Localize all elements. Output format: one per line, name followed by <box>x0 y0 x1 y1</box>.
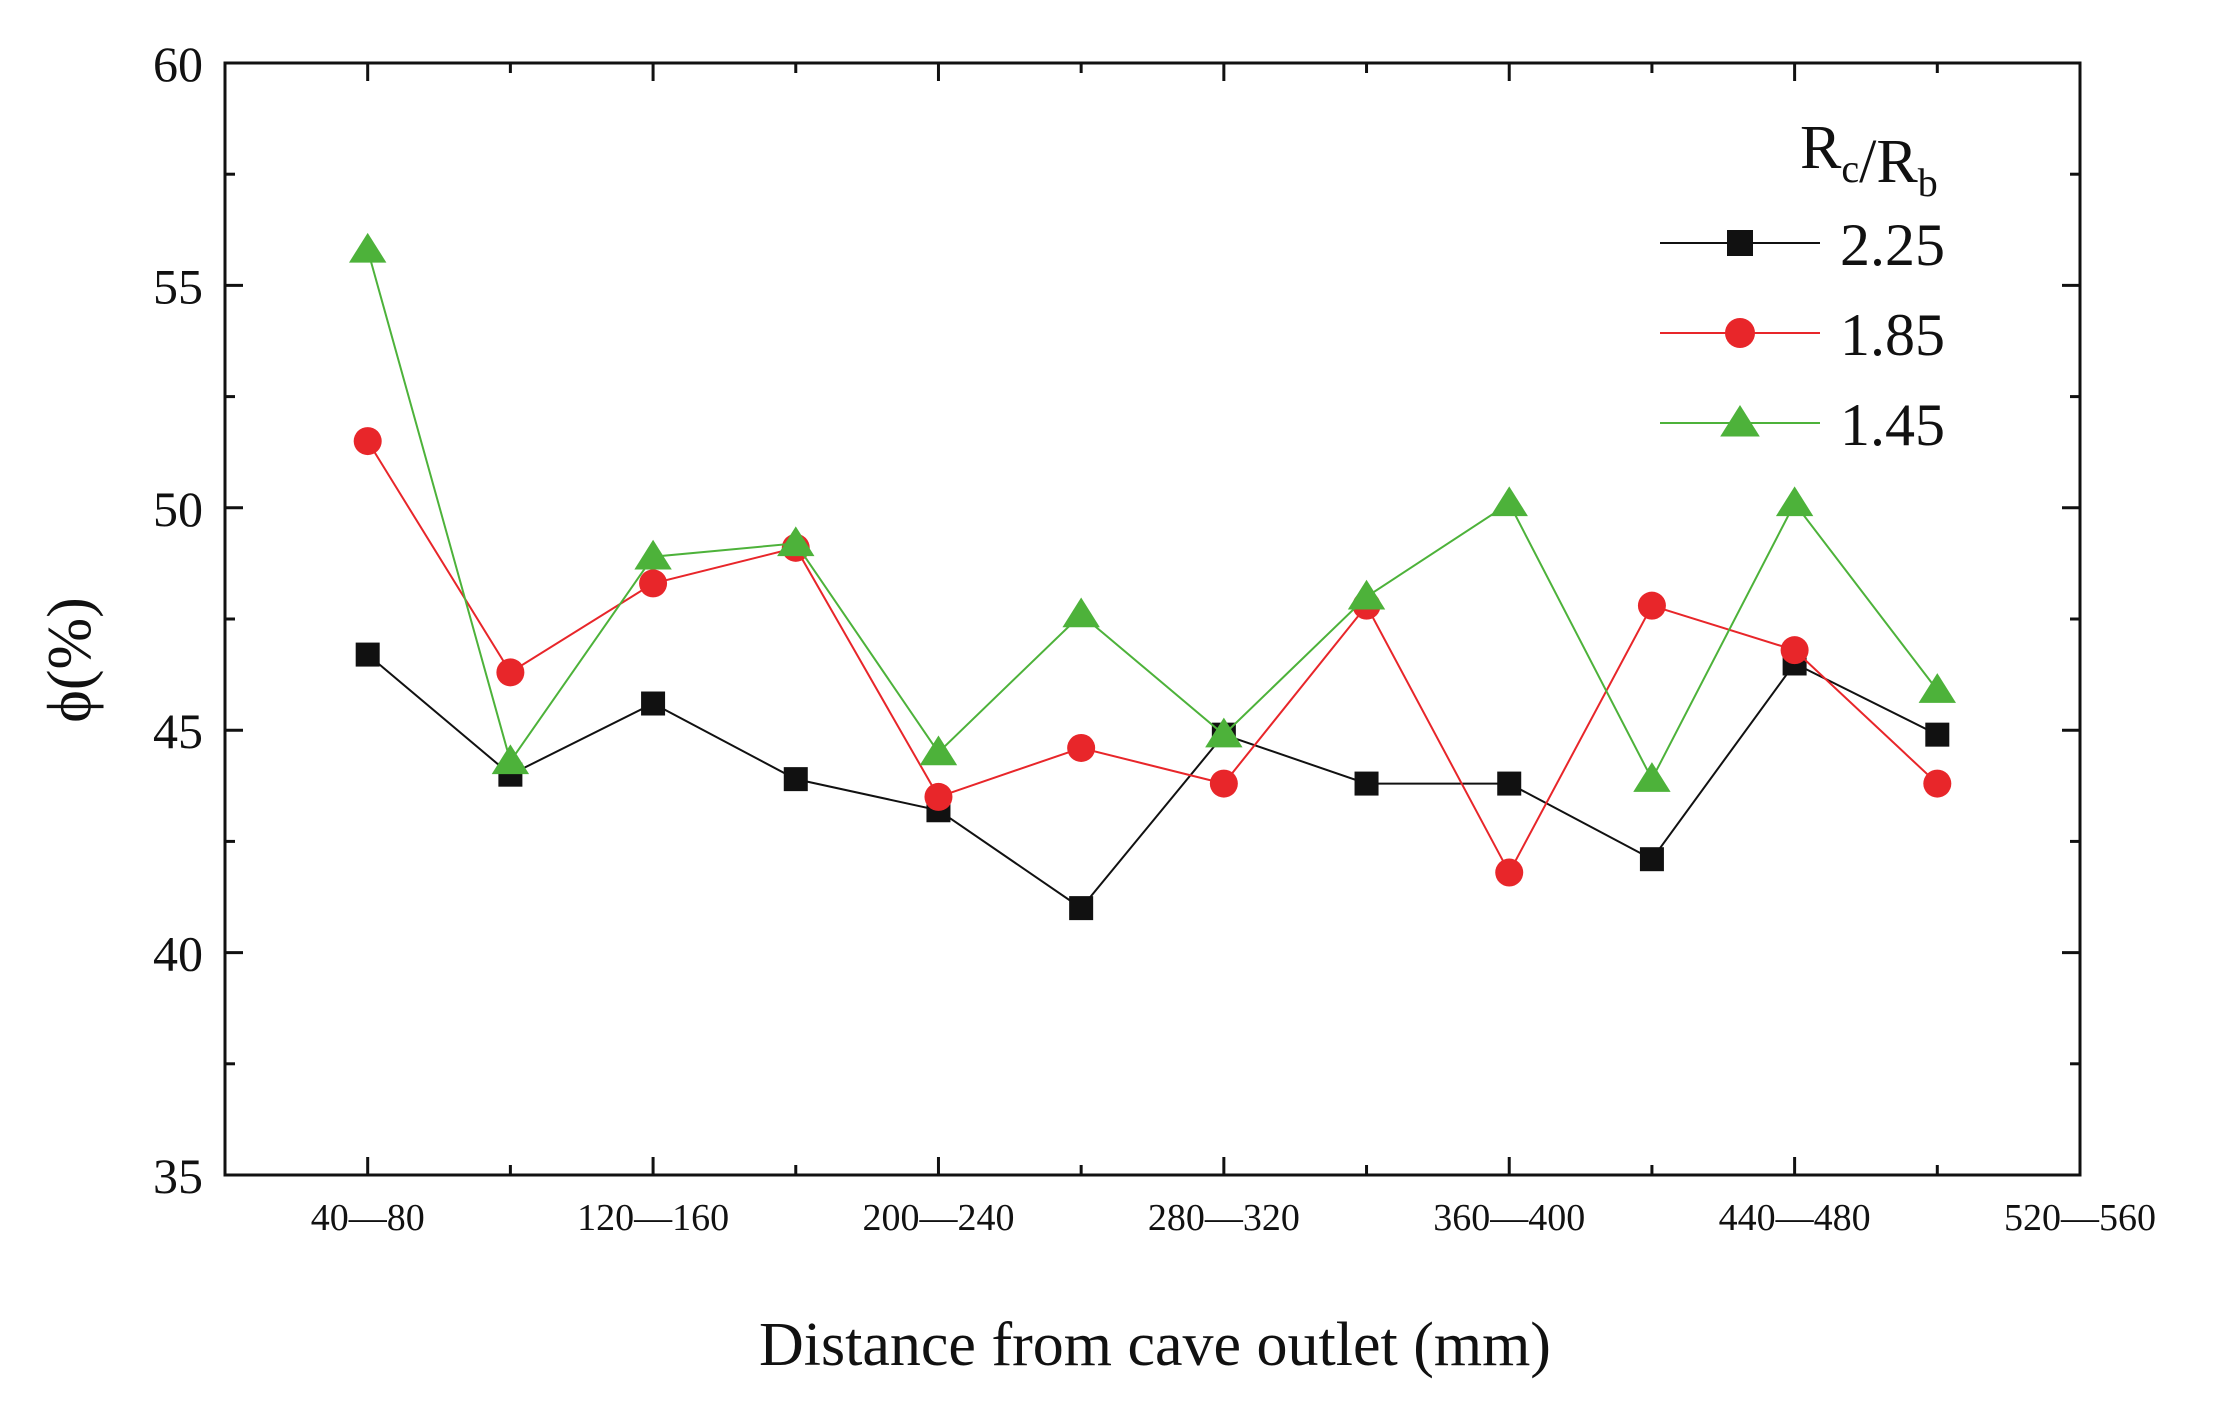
data-point-1.45 <box>1490 486 1528 517</box>
legend-item-1.85: 1.85 <box>1660 302 1945 368</box>
data-point-1.85 <box>924 782 953 811</box>
data-point-2.25 <box>1069 896 1094 921</box>
data-point-1.85 <box>1495 858 1524 887</box>
data-point-1.85 <box>1637 591 1666 620</box>
data-point-2.25 <box>641 691 666 716</box>
y-tick-label: 60 <box>153 36 203 92</box>
data-point-1.85 <box>496 658 525 687</box>
data-point-1.45 <box>634 539 672 570</box>
x-tick-label: 200—240 <box>862 1197 1014 1239</box>
legend-title: Rc/Rb <box>1800 114 1938 205</box>
data-point-1.85 <box>639 569 668 598</box>
series-2.25 <box>355 642 1950 921</box>
legend-title-subscript: c <box>1841 146 1859 191</box>
axes: 35 40 45 50 55 60 40—80 120—160 200—240 280—320 36… <box>153 36 2156 1239</box>
legend-title-subscript: b <box>1918 160 1938 205</box>
plot-frame <box>223 61 2082 1177</box>
x-tick-label: 440—480 <box>1719 1197 1871 1239</box>
data-point-2.25 <box>1354 771 1379 796</box>
series-1.45 <box>348 232 1957 792</box>
data-point-2.25 <box>355 642 380 667</box>
data-point-2.25 <box>1925 722 1950 747</box>
legend-label: 1.85 <box>1840 302 1945 368</box>
y-tick-label: 35 <box>153 1148 203 1204</box>
legend-title-text: /R <box>1859 128 1918 196</box>
data-point-1.45 <box>1347 579 1386 610</box>
data-point-1.45 <box>777 526 815 557</box>
data-point-1.85 <box>1780 636 1809 665</box>
legend-marker <box>1720 405 1760 437</box>
legend-marker <box>1725 318 1755 348</box>
data-point-1.85 <box>353 427 382 456</box>
y-tick-label: 40 <box>153 926 203 982</box>
x-tick-label: 120—160 <box>577 1197 729 1239</box>
data-point-1.45 <box>1205 717 1243 748</box>
data-point-1.45 <box>491 744 530 775</box>
data-point-1.45 <box>1775 486 1814 517</box>
data-point-2.25 <box>1639 847 1664 872</box>
data-point-1.85 <box>1923 769 1952 798</box>
legend: Rc/Rb 2.25 1.85 1.45 <box>1660 114 1945 458</box>
data-point-1.45 <box>348 232 387 263</box>
data-point-1.45 <box>1918 673 1957 703</box>
series-layer <box>348 232 1957 921</box>
legend-title-text: R <box>1800 114 1842 182</box>
series-1.85 <box>353 427 1952 887</box>
data-point-1.45 <box>1062 597 1100 628</box>
x-tick-label: 520—560 <box>2004 1197 2156 1239</box>
data-point-1.85 <box>1209 769 1238 798</box>
y-tick-label: 50 <box>153 481 203 537</box>
legend-item-2.25: 2.25 <box>1660 212 1945 278</box>
data-point-1.85 <box>1067 733 1096 762</box>
series-line-1.85 <box>366 440 1938 875</box>
series-line-2.25 <box>367 653 1938 910</box>
data-point-1.45 <box>1633 762 1671 792</box>
legend-label: 1.45 <box>1840 392 1945 458</box>
legend-label: 2.25 <box>1840 212 1945 278</box>
data-point-1.45 <box>919 735 958 766</box>
y-tick-label: 55 <box>153 258 203 314</box>
x-tick-label: 280—320 <box>1148 1197 1300 1239</box>
y-axis-label: ϕ(%) <box>36 597 104 723</box>
x-tick-label: 360—400 <box>1433 1197 1585 1239</box>
series-line-1.45 <box>366 249 1939 782</box>
x-tick-label: 40—80 <box>311 1197 425 1239</box>
data-point-2.25 <box>1497 771 1522 796</box>
y-tick-label: 45 <box>153 703 203 759</box>
legend-item-1.45: 1.45 <box>1660 392 1945 458</box>
x-axis-label: Distance from cave outlet (mm) <box>759 1311 1551 1379</box>
legend-marker <box>1727 230 1753 256</box>
data-point-2.25 <box>783 767 808 792</box>
